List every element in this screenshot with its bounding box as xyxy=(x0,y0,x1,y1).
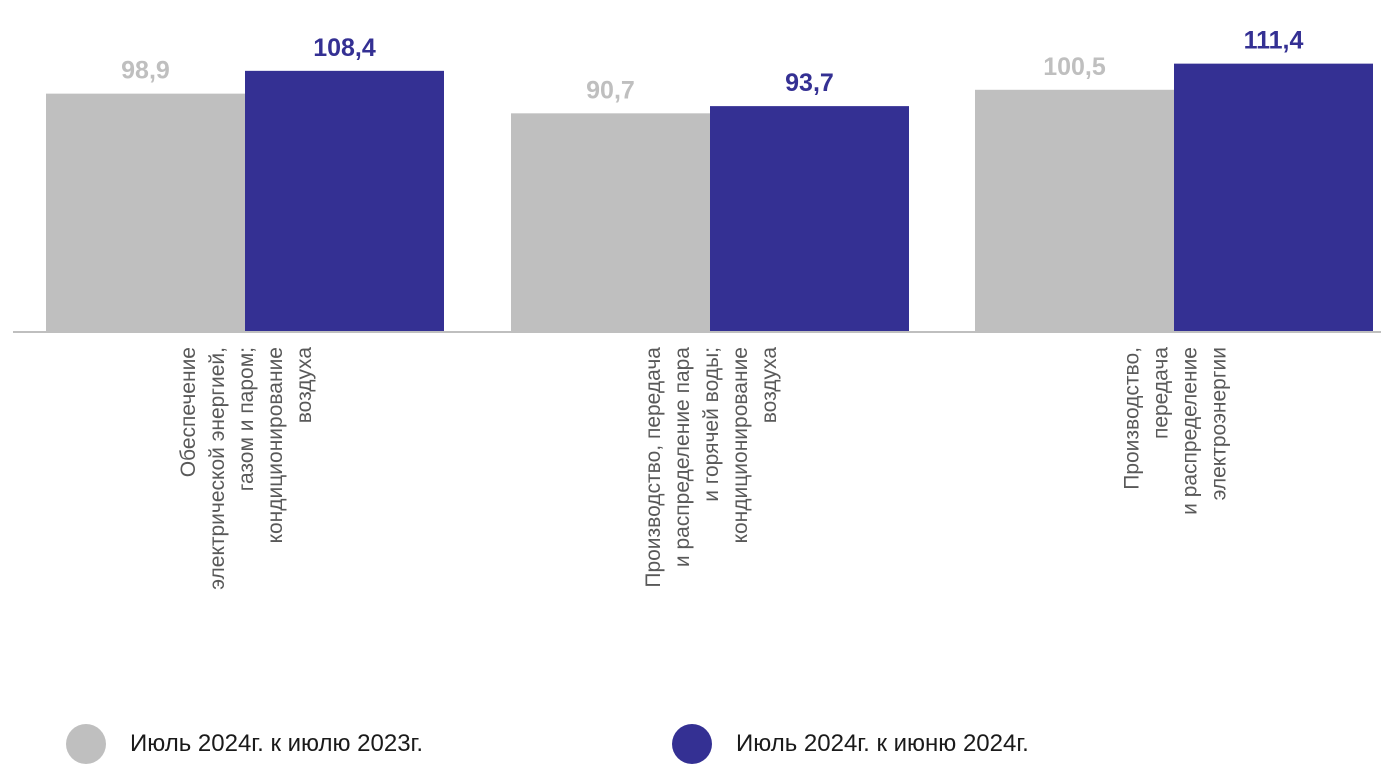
data-label-series-2-cat-3: 111,4 xyxy=(1244,27,1304,55)
category-label-3-line-2: передача xyxy=(1150,347,1173,439)
category-label-3-line-4: электроэнергии xyxy=(1208,347,1231,500)
legend-marker-series-2 xyxy=(672,724,712,764)
category-label-1-line-3: газом и паром; xyxy=(235,347,258,491)
category-label-1-line-5: воздуха xyxy=(293,347,316,424)
legend-marker-series-1 xyxy=(66,724,106,764)
category-label-1-line-1: Обеспечение xyxy=(177,347,200,477)
legend-item-series-1: Июль 2024г. к июлю 2023г. xyxy=(66,724,423,764)
data-label-series-1-cat-2: 90,7 xyxy=(586,76,635,104)
bar-series-1-cat-2 xyxy=(511,113,710,331)
category-label-2-line-1: Производство, передача xyxy=(642,347,665,588)
legend-label-series-2: Июль 2024г. к июню 2024г. xyxy=(736,730,1029,757)
data-label-series-2-cat-1: 108,4 xyxy=(313,34,376,62)
data-label-series-1-cat-3: 100,5 xyxy=(1043,53,1106,81)
category-label-2-line-3: и горячей воды; xyxy=(700,347,723,502)
bar-series-2-cat-3 xyxy=(1174,63,1373,331)
category-label-1-line-4: кондиционирование xyxy=(264,347,287,543)
legend-label-series-1: Июль 2024г. к июлю 2023г. xyxy=(130,730,424,757)
category-label-2-line-4: кондиционирование xyxy=(729,347,752,543)
category-label-1-line-2: электрической энергией, xyxy=(206,347,229,590)
category-label-2-line-5: воздуха xyxy=(758,347,781,424)
data-label-series-2-cat-2: 93,7 xyxy=(785,69,834,97)
bar-series-2-cat-2 xyxy=(710,106,909,332)
bar-series-1-cat-3 xyxy=(975,89,1174,331)
legend-item-series-2: Июль 2024г. к июню 2024г. xyxy=(672,724,1029,764)
category-label-2-line-2: и распределение пара xyxy=(671,347,694,567)
bar-series-2-cat-1 xyxy=(245,70,444,331)
category-label-3-line-1: Производство, xyxy=(1121,347,1144,490)
bar-series-1-cat-1 xyxy=(46,93,245,331)
data-label-series-1-cat-1: 98,9 xyxy=(121,57,170,85)
category-label-3-line-3: и распределение xyxy=(1179,347,1202,515)
